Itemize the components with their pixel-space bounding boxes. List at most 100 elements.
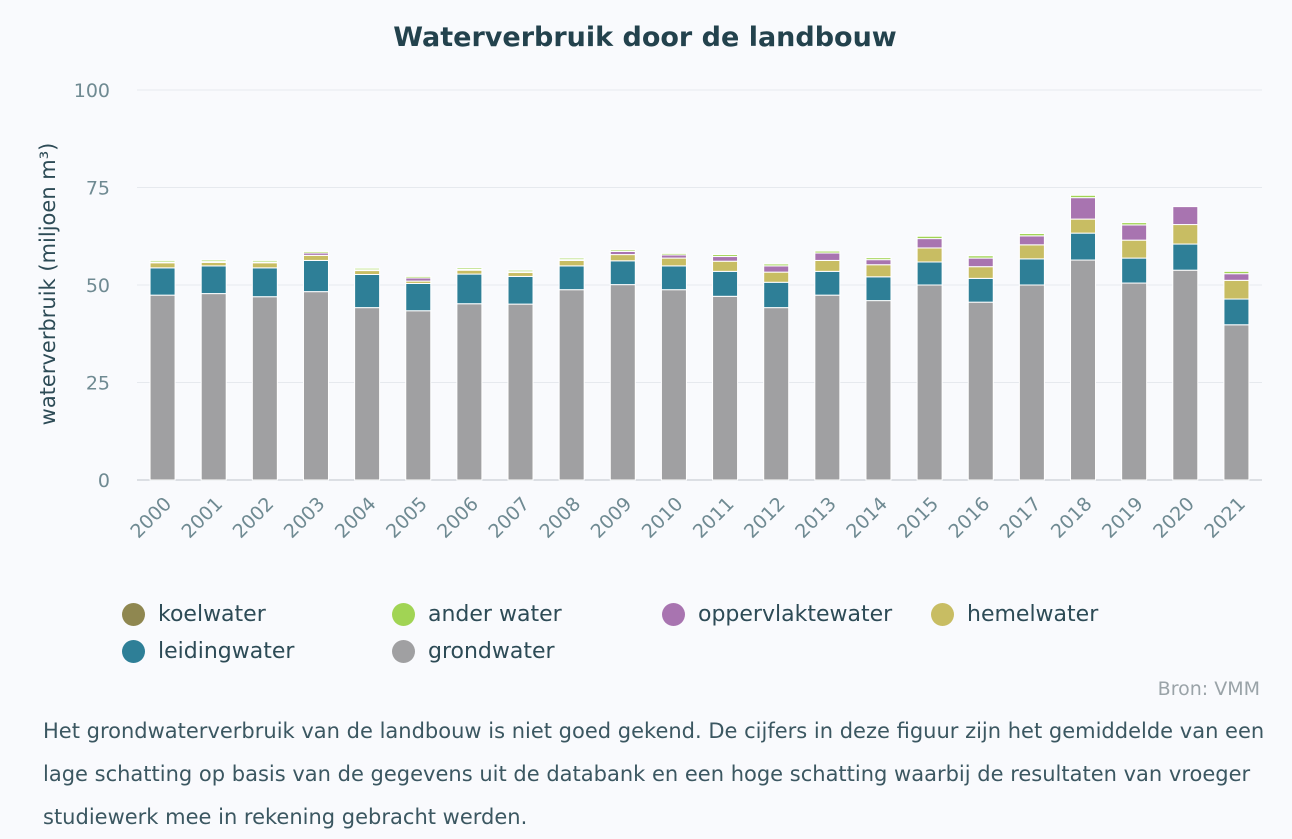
bar-stack-2000[interactable] bbox=[149, 259, 176, 481]
bar-segment-leidingwater[interactable] bbox=[660, 265, 687, 291]
bar-segment-grondwater[interactable] bbox=[814, 294, 841, 481]
bar-segment-grondwater[interactable] bbox=[507, 303, 534, 481]
bar-segment-oppervlaktewater[interactable] bbox=[1121, 224, 1148, 241]
bar-segment-ander-water[interactable] bbox=[200, 259, 227, 263]
bar-stack-2005[interactable] bbox=[405, 275, 432, 481]
bar-segment-ander-water[interactable] bbox=[405, 275, 432, 279]
bar-stack-2010[interactable] bbox=[660, 252, 687, 481]
bar-segment-leidingwater[interactable] bbox=[609, 260, 636, 286]
bar-segment-hemelwater[interactable] bbox=[1121, 239, 1148, 259]
bar-segment-hemelwater[interactable] bbox=[916, 247, 943, 263]
bar-segment-hemelwater[interactable] bbox=[1018, 244, 1045, 260]
bar-segment-hemelwater[interactable] bbox=[1070, 218, 1097, 234]
bar-stack-2020[interactable] bbox=[1172, 206, 1199, 481]
bar-segment-leidingwater[interactable] bbox=[251, 267, 278, 298]
bar-stack-2021[interactable] bbox=[1223, 270, 1250, 481]
bar-segment-oppervlaktewater[interactable] bbox=[1070, 197, 1097, 220]
bar-stack-2013[interactable] bbox=[814, 250, 841, 481]
bar-segment-ander-water[interactable] bbox=[251, 259, 278, 263]
bar-segment-ander-water[interactable] bbox=[712, 254, 739, 258]
legend-item-hemelwater[interactable]: hemelwater bbox=[931, 602, 1098, 627]
bar-segment-hemelwater[interactable] bbox=[200, 261, 227, 267]
bar-stack-2018[interactable] bbox=[1070, 194, 1097, 481]
bar-segment-leidingwater[interactable] bbox=[1172, 243, 1199, 271]
bar-segment-hemelwater[interactable] bbox=[1172, 224, 1199, 245]
bar-segment-oppervlaktewater[interactable] bbox=[1172, 206, 1199, 226]
legend-item-grondwater[interactable]: grondwater bbox=[392, 639, 555, 664]
bar-segment-leidingwater[interactable] bbox=[814, 270, 841, 296]
bar-segment-oppervlaktewater[interactable] bbox=[763, 265, 790, 273]
bar-segment-ander-water[interactable] bbox=[149, 259, 176, 263]
bar-stack-2017[interactable] bbox=[1018, 233, 1045, 481]
bar-stack-2011[interactable] bbox=[712, 254, 739, 481]
bar-segment-grondwater[interactable] bbox=[916, 284, 943, 481]
bar-segment-ander-water[interactable] bbox=[302, 250, 329, 254]
bar-segment-hemelwater[interactable] bbox=[609, 254, 636, 262]
bar-stack-2003[interactable] bbox=[302, 250, 329, 481]
bar-segment-grondwater[interactable] bbox=[763, 307, 790, 481]
bar-stack-2001[interactable] bbox=[200, 259, 227, 481]
bar-segment-hemelwater[interactable] bbox=[967, 266, 994, 279]
bar-segment-grondwater[interactable] bbox=[967, 301, 994, 481]
bar-segment-grondwater[interactable] bbox=[660, 289, 687, 481]
bar-segment-hemelwater[interactable] bbox=[149, 262, 176, 269]
bar-segment-ander-water[interactable] bbox=[865, 257, 892, 261]
legend-item-leidingwater[interactable]: leidingwater bbox=[122, 639, 294, 664]
bar-stack-2002[interactable] bbox=[251, 259, 278, 481]
bar-segment-leidingwater[interactable] bbox=[456, 273, 483, 305]
bar-segment-leidingwater[interactable] bbox=[507, 275, 534, 305]
bar-segment-leidingwater[interactable] bbox=[354, 273, 381, 309]
bar-segment-leidingwater[interactable] bbox=[405, 282, 432, 312]
bar-segment-oppervlaktewater[interactable] bbox=[916, 238, 943, 249]
bar-segment-oppervlaktewater[interactable] bbox=[865, 259, 892, 266]
bar-segment-grondwater[interactable] bbox=[609, 284, 636, 481]
bar-segment-grondwater[interactable] bbox=[558, 289, 585, 481]
bar-segment-grondwater[interactable] bbox=[1018, 284, 1045, 481]
bar-segment-grondwater[interactable] bbox=[1223, 324, 1250, 481]
bar-segment-ander-water[interactable] bbox=[507, 269, 534, 273]
bar-segment-hemelwater[interactable] bbox=[712, 260, 739, 272]
bar-segment-ander-water[interactable] bbox=[1223, 270, 1250, 275]
bar-segment-ander-water[interactable] bbox=[354, 267, 381, 271]
bar-segment-oppervlaktewater[interactable] bbox=[712, 256, 739, 262]
bar-segment-hemelwater[interactable] bbox=[814, 259, 841, 272]
bar-segment-leidingwater[interactable] bbox=[1121, 257, 1148, 284]
bar-segment-ander-water[interactable] bbox=[916, 235, 943, 240]
bar-segment-grondwater[interactable] bbox=[1121, 282, 1148, 481]
bar-segment-grondwater[interactable] bbox=[405, 310, 432, 481]
bar-segment-hemelwater[interactable] bbox=[354, 270, 381, 275]
bar-segment-ander-water[interactable] bbox=[1121, 222, 1148, 226]
bar-segment-hemelwater[interactable] bbox=[660, 257, 687, 267]
bar-segment-grondwater[interactable] bbox=[456, 303, 483, 481]
bar-segment-ander-water[interactable] bbox=[1070, 194, 1097, 199]
bar-segment-leidingwater[interactable] bbox=[1223, 298, 1250, 326]
bar-segment-ander-water[interactable] bbox=[967, 255, 994, 259]
bar-segment-hemelwater[interactable] bbox=[865, 264, 892, 278]
bar-stack-2006[interactable] bbox=[456, 267, 483, 481]
bar-stack-2012[interactable] bbox=[763, 263, 790, 481]
bar-stack-2019[interactable] bbox=[1121, 222, 1148, 481]
bar-segment-ander-water[interactable] bbox=[763, 263, 790, 267]
legend-item-koelwater[interactable]: koelwater bbox=[122, 602, 266, 627]
bar-stack-2004[interactable] bbox=[354, 267, 381, 481]
bar-stack-2015[interactable] bbox=[916, 235, 943, 481]
bar-segment-hemelwater[interactable] bbox=[507, 272, 534, 277]
bar-segment-leidingwater[interactable] bbox=[967, 277, 994, 303]
bar-segment-leidingwater[interactable] bbox=[558, 265, 585, 291]
bar-segment-leidingwater[interactable] bbox=[200, 265, 227, 295]
bar-segment-oppervlaktewater[interactable] bbox=[814, 252, 841, 261]
bar-segment-leidingwater[interactable] bbox=[302, 259, 329, 293]
bar-segment-leidingwater[interactable] bbox=[1018, 258, 1045, 286]
legend-item-ander-water[interactable]: ander water bbox=[392, 602, 562, 627]
bar-segment-grondwater[interactable] bbox=[149, 294, 176, 481]
bar-stack-2007[interactable] bbox=[507, 269, 534, 481]
bar-segment-hemelwater[interactable] bbox=[456, 269, 483, 275]
bar-stack-2008[interactable] bbox=[558, 257, 585, 481]
bar-stack-2009[interactable] bbox=[609, 249, 636, 481]
bar-segment-grondwater[interactable] bbox=[1172, 269, 1199, 481]
bar-segment-leidingwater[interactable] bbox=[712, 270, 739, 297]
bar-segment-ander-water[interactable] bbox=[814, 250, 841, 254]
bar-segment-grondwater[interactable] bbox=[712, 295, 739, 481]
bar-segment-hemelwater[interactable] bbox=[1223, 279, 1250, 300]
bar-segment-hemelwater[interactable] bbox=[558, 259, 585, 267]
